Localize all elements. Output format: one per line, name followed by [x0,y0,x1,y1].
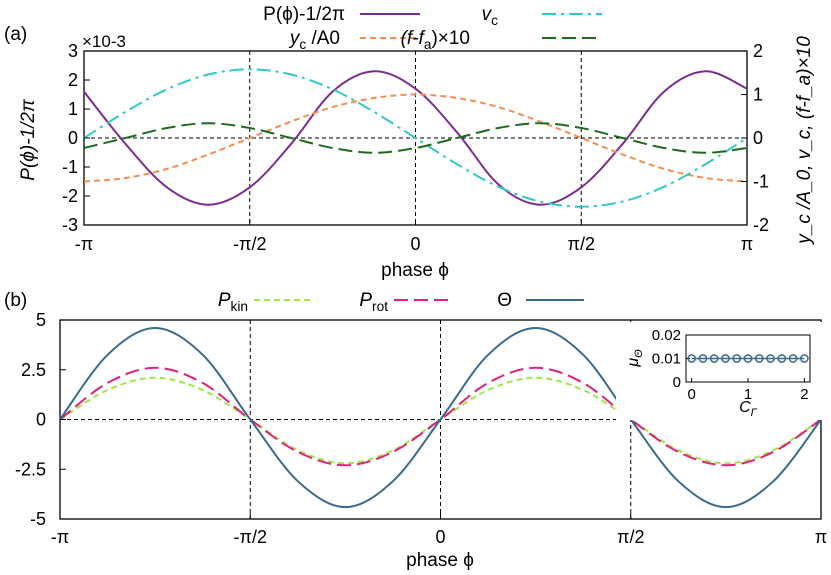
panel-b-legend-label-1: Prot [359,290,388,314]
panel-a-y-tick-label-left-4: 1 [68,99,78,119]
inset-point-0 [687,354,696,363]
panel-a-y-tick-label-right-2: 0 [753,128,763,148]
inset-y-tick-label-0: 0 [673,374,681,391]
panel-b-x-tick-label-4: π [815,527,827,547]
inset-point-7 [766,354,775,363]
inset-point-10 [800,354,809,363]
inset-x-tick-label-2: 2 [800,386,808,403]
panel-a-legend-label-2: vc [482,4,499,28]
panel-a-x-tick-label-4: π [741,234,753,254]
panel-a-legend-label-3: (f-fa)×10 [401,28,470,52]
panel-a-series-line-1 [83,93,748,183]
panel-a-x-tick-label-0: -π [75,234,93,254]
inset-points [687,354,809,363]
inset-ticks: 0 1 2 0 0.01 0.02 [652,327,809,403]
inset-y-tick-label-2: 0.02 [652,327,681,344]
panel-a-y-tick-label-left-3: 0 [68,128,78,148]
panel-a: (a) -π -π/2 0 π/2 π -3 -2 -1 0 1 2 3 -2 -1 0 1 2 ×10-3… [4,4,815,281]
panel-a-series-line-3 [83,122,748,154]
inset-point-2 [709,354,719,363]
inset-point-8 [777,354,787,363]
panel-b: (b) -π -π/2 0 π/2 π -5 -2.5 0 2.5 5 phase ϕ Pkin… [4,290,827,571]
panel-a-y-tick-label-right-0: -2 [753,215,769,235]
panel-a-y-tick-label-left-2: -1 [62,157,78,177]
panel-b-y-tick-label-3: 2.5 [21,360,46,380]
panel-b-series-line-1 [59,366,822,467]
panel-a-legend-label-1: yc /A0 [288,28,340,52]
panel-a-legend: P(ϕ)-1/2π yc /A0 vc (f-fa)×10 [263,4,602,52]
panel-b-x-tick-label-0: -π [51,527,69,547]
panel-b-legend: Pkin Prot Θ [218,290,584,314]
panel-b-series-line-2 [59,326,822,509]
inset-x-tick-label-1: 1 [744,386,752,403]
panel-a-y-tick-label-right-3: 1 [753,85,763,105]
panel-a-y-tick-label-left-0: -3 [62,215,78,235]
panel-b-label: (b) [4,290,27,311]
panel-a-x-ticks: -π -π/2 0 π/2 π [75,219,753,254]
inset-point-6 [754,354,764,363]
panel-a-series-line-2 [83,68,748,208]
panel-a-label: (a) [4,24,27,45]
panel-a-y-ticks-right: -2 -1 0 1 2 [741,41,769,235]
panel-b-y-tick-label-4: 5 [36,310,46,330]
panel-b-x-tick-label-3: π/2 [617,527,644,547]
panel-a-x-label: phase ϕ [381,260,449,281]
inset-point-3 [721,354,730,363]
inset-y-tick-label-1: 0.01 [652,351,681,368]
panel-a-y-tick-label-left-1: -2 [62,186,78,206]
panel-a-y-exponent: ×10-3 [82,32,126,51]
inset-background [616,322,826,420]
inset-x-tick-label-0: 0 [687,386,695,403]
panel-a-legend-label-0: P(ϕ)-1/2π [263,4,345,25]
panel-a-y-tick-label-left-5: 2 [68,70,78,90]
panel-a-x-tick-label-2: 0 [410,234,420,254]
panel-a-y-label-right: y_c /A_0, v_c, (f-f_a)×10 [794,36,815,246]
panel-a-y-ticks-left: -3 -2 -1 0 1 2 3 [62,41,90,235]
inset-point-1 [698,354,708,363]
inset-point-5 [743,354,753,363]
panel-b-y-tick-label-0: -5 [30,509,46,529]
panel-a-y-tick-label-right-4: 2 [753,41,763,61]
panel-b-x-tick-label-2: 0 [435,527,445,547]
panel-a-x-tick-label-3: π/2 [568,234,595,254]
panel-b-series [59,326,822,509]
panel-b-y-ticks: -5 -2.5 0 2.5 5 [15,310,66,529]
panel-a-y-tick-label-right-1: -1 [753,172,769,192]
panel-a-series-line-0 [83,70,748,206]
panel-b-x-tick-label-1: -π/2 [234,527,267,547]
panel-a-series [83,68,748,208]
panel-a-y-tick-label-left-6: 3 [68,41,78,61]
panel-b-legend-label-2: Θ [497,290,512,311]
panel-b-legend-label-0: Pkin [218,290,248,314]
inset-point-4 [732,354,742,363]
inset-point-9 [788,354,798,363]
panel-b-y-tick-label-1: -2.5 [15,459,46,479]
panel-b-y-tick-label-2: 0 [36,410,46,430]
panel-b-x-ticks: -π -π/2 0 π/2 π [51,513,827,547]
panel-a-y-label-left: P(ϕ)-1/2π [18,98,39,181]
inset-plot: 0 1 200.010.02 μΘ CΓ [616,322,826,420]
panel-b-x-label: phase ϕ [406,550,474,571]
panel-a-x-tick-label-1: -π/2 [233,234,266,254]
